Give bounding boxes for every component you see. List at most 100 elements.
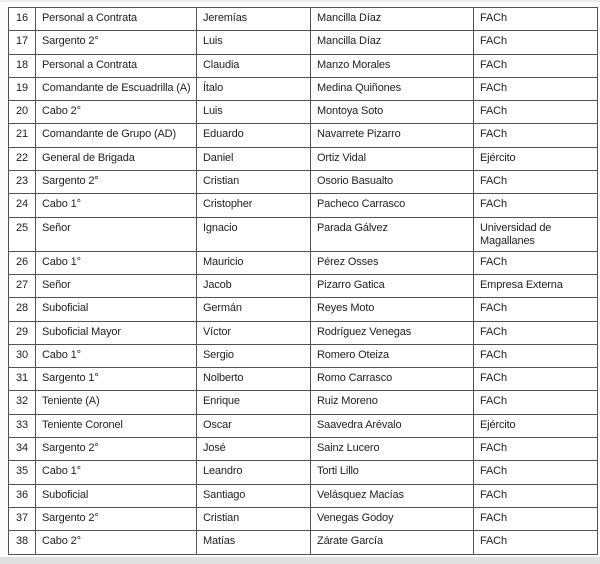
- cell-first-name: Mauricio: [196, 250, 311, 275]
- cell-organization: FACh: [473, 76, 598, 102]
- cell-first-name: Claudia: [196, 53, 311, 78]
- cell-row-number: 37: [8, 506, 36, 532]
- cell-first-name: Ítalo: [196, 76, 311, 102]
- cell-rank-title: Señor: [35, 273, 197, 299]
- cell-rank-title: Comandante de Grupo (AD): [35, 123, 197, 148]
- cell-organization: FACh: [473, 390, 598, 415]
- cell-organization: FACh: [473, 343, 598, 369]
- cell-organization: FACh: [473, 170, 598, 195]
- table-row: 29 Suboficial Mayor Víctor Rodríguez Venega…: [8, 320, 598, 345]
- cell-row-number: 29: [8, 320, 36, 345]
- cell-first-name: Luis: [196, 30, 311, 55]
- cell-first-name: Luis: [196, 100, 311, 125]
- cell-last-name: Navarrete Pizarro: [310, 123, 474, 148]
- cell-last-name: Manzo Morales: [310, 53, 474, 78]
- cell-first-name: Jeremías: [196, 6, 311, 32]
- cell-organization: Universidad de Magallanes: [473, 216, 598, 252]
- cell-first-name: Germán: [196, 297, 311, 322]
- cell-first-name: Daniel: [196, 146, 311, 172]
- table-row: 38 Cabo 2° Matías Zárate García FACh: [8, 530, 598, 555]
- table-row: 16 Personal a Contrata Jeremías Mancilla Dí…: [8, 6, 598, 32]
- cell-last-name: Pizarro Gatica: [310, 273, 474, 299]
- table-row: 37 Sargento 2° Cristian Venegas Godoy FACh: [8, 506, 598, 532]
- cell-rank-title: Cabo 1°: [35, 343, 197, 369]
- cell-row-number: 38: [8, 530, 36, 555]
- table-row: 20 Cabo 2° Luis Montoya Soto FACh: [8, 100, 598, 125]
- cell-row-number: 35: [8, 460, 36, 485]
- cell-first-name: Eduardo: [196, 123, 311, 148]
- cell-row-number: 17: [8, 30, 36, 55]
- table-row: 25 Señor Ignacio Parada Gálvez Universidad d…: [8, 216, 598, 252]
- table-row: 30 Cabo 1° Sergio Romero Oteiza FACh: [8, 343, 598, 369]
- table-row: 21 Comandante de Grupo (AD) Eduardo Navarre…: [8, 123, 598, 148]
- cell-row-number: 16: [8, 6, 36, 32]
- table-row: 24 Cabo 1° Cristopher Pacheco Carrasco FACh: [8, 193, 598, 218]
- cell-first-name: José: [196, 437, 311, 462]
- table-row: 28 Suboficial Germán Reyes Moto FACh: [8, 297, 598, 322]
- cell-row-number: 27: [8, 273, 36, 299]
- table-row: 27 Señor Jacob Pizarro Gatica Empresa Extern…: [8, 273, 598, 299]
- top-edge-shade: [0, 0, 600, 2]
- cell-rank-title: Teniente (A): [35, 390, 197, 415]
- cell-row-number: 20: [8, 100, 36, 125]
- table-row: 36 Suboficial Santiago Velásquez Macías FACh: [8, 483, 598, 508]
- cell-organization: FACh: [473, 30, 598, 55]
- personnel-table: 16 Personal a Contrata Jeremías Mancilla Dí…: [8, 6, 598, 555]
- cell-last-name: Osorio Basualto: [310, 170, 474, 195]
- cell-organization: FACh: [473, 506, 598, 532]
- cell-row-number: 30: [8, 343, 36, 369]
- cell-first-name: Ignacio: [196, 216, 311, 252]
- table-row: 22 General de Brigada Daniel Ortiz Vidal Ejé…: [8, 146, 598, 172]
- cell-rank-title: Suboficial: [35, 483, 197, 508]
- cell-last-name: Ruiz Moreno: [310, 390, 474, 415]
- cell-row-number: 31: [8, 367, 36, 392]
- cell-organization: FACh: [473, 367, 598, 392]
- table-row: 33 Teniente Coronel Oscar Saavedra Arévalo E…: [8, 413, 598, 439]
- cell-organization: Ejército: [473, 413, 598, 439]
- table-row: 32 Teniente (A) Enrique Ruiz Moreno FACh: [8, 390, 598, 415]
- cell-rank-title: Cabo 1°: [35, 193, 197, 218]
- cell-row-number: 24: [8, 193, 36, 218]
- cell-rank-title: Sargento 2°: [35, 506, 197, 532]
- table-row: 34 Sargento 2° José Sainz Lucero FACh: [8, 437, 598, 462]
- cell-organization: FACh: [473, 437, 598, 462]
- cell-rank-title: Sargento 2°: [35, 437, 197, 462]
- cell-organization: FACh: [473, 193, 598, 218]
- cell-first-name: Matías: [196, 530, 311, 555]
- cell-rank-title: Señor: [35, 216, 197, 252]
- table-row: 23 Sargento 2° Cristian Osorio Basualto FACh: [8, 170, 598, 195]
- cell-organization: FACh: [473, 123, 598, 148]
- cell-organization: FACh: [473, 483, 598, 508]
- table-row: 26 Cabo 1° Mauricio Pérez Osses FACh: [8, 250, 598, 275]
- cell-row-number: 36: [8, 483, 36, 508]
- cell-last-name: Zárate García: [310, 530, 474, 555]
- cell-organization: FACh: [473, 297, 598, 322]
- cell-last-name: Parada Gálvez: [310, 216, 474, 252]
- table-row: 18 Personal a Contrata Claudia Manzo Morale…: [8, 53, 598, 78]
- cell-row-number: 21: [8, 123, 36, 148]
- cell-organization: FACh: [473, 250, 598, 275]
- cell-last-name: Reyes Moto: [310, 297, 474, 322]
- cell-last-name: Velásquez Macías: [310, 483, 474, 508]
- cell-organization: FACh: [473, 6, 598, 32]
- cell-last-name: Pérez Osses: [310, 250, 474, 275]
- cell-organization: FACh: [473, 100, 598, 125]
- cell-first-name: Enrique: [196, 390, 311, 415]
- cell-first-name: Víctor: [196, 320, 311, 345]
- cell-rank-title: Sargento 2°: [35, 170, 197, 195]
- cell-rank-title: Teniente Coronel: [35, 413, 197, 439]
- cell-organization: FACh: [473, 460, 598, 485]
- cell-first-name: Santiago: [196, 483, 311, 508]
- cell-row-number: 25: [8, 216, 36, 252]
- cell-last-name: Medina Quiñones: [310, 76, 474, 102]
- cell-rank-title: Sargento 1°: [35, 367, 197, 392]
- cell-last-name: Venegas Godoy: [310, 506, 474, 532]
- cell-row-number: 33: [8, 413, 36, 439]
- cell-first-name: Leandro: [196, 460, 311, 485]
- table-row: 35 Cabo 1° Leandro Torti Lillo FACh: [8, 460, 598, 485]
- cell-first-name: Cristopher: [196, 193, 311, 218]
- cell-last-name: Mancilla Díaz: [310, 30, 474, 55]
- cell-rank-title: Suboficial: [35, 297, 197, 322]
- cell-rank-title: Personal a Contrata: [35, 53, 197, 78]
- cell-rank-title: Comandante de Escuadrilla (A): [35, 76, 197, 102]
